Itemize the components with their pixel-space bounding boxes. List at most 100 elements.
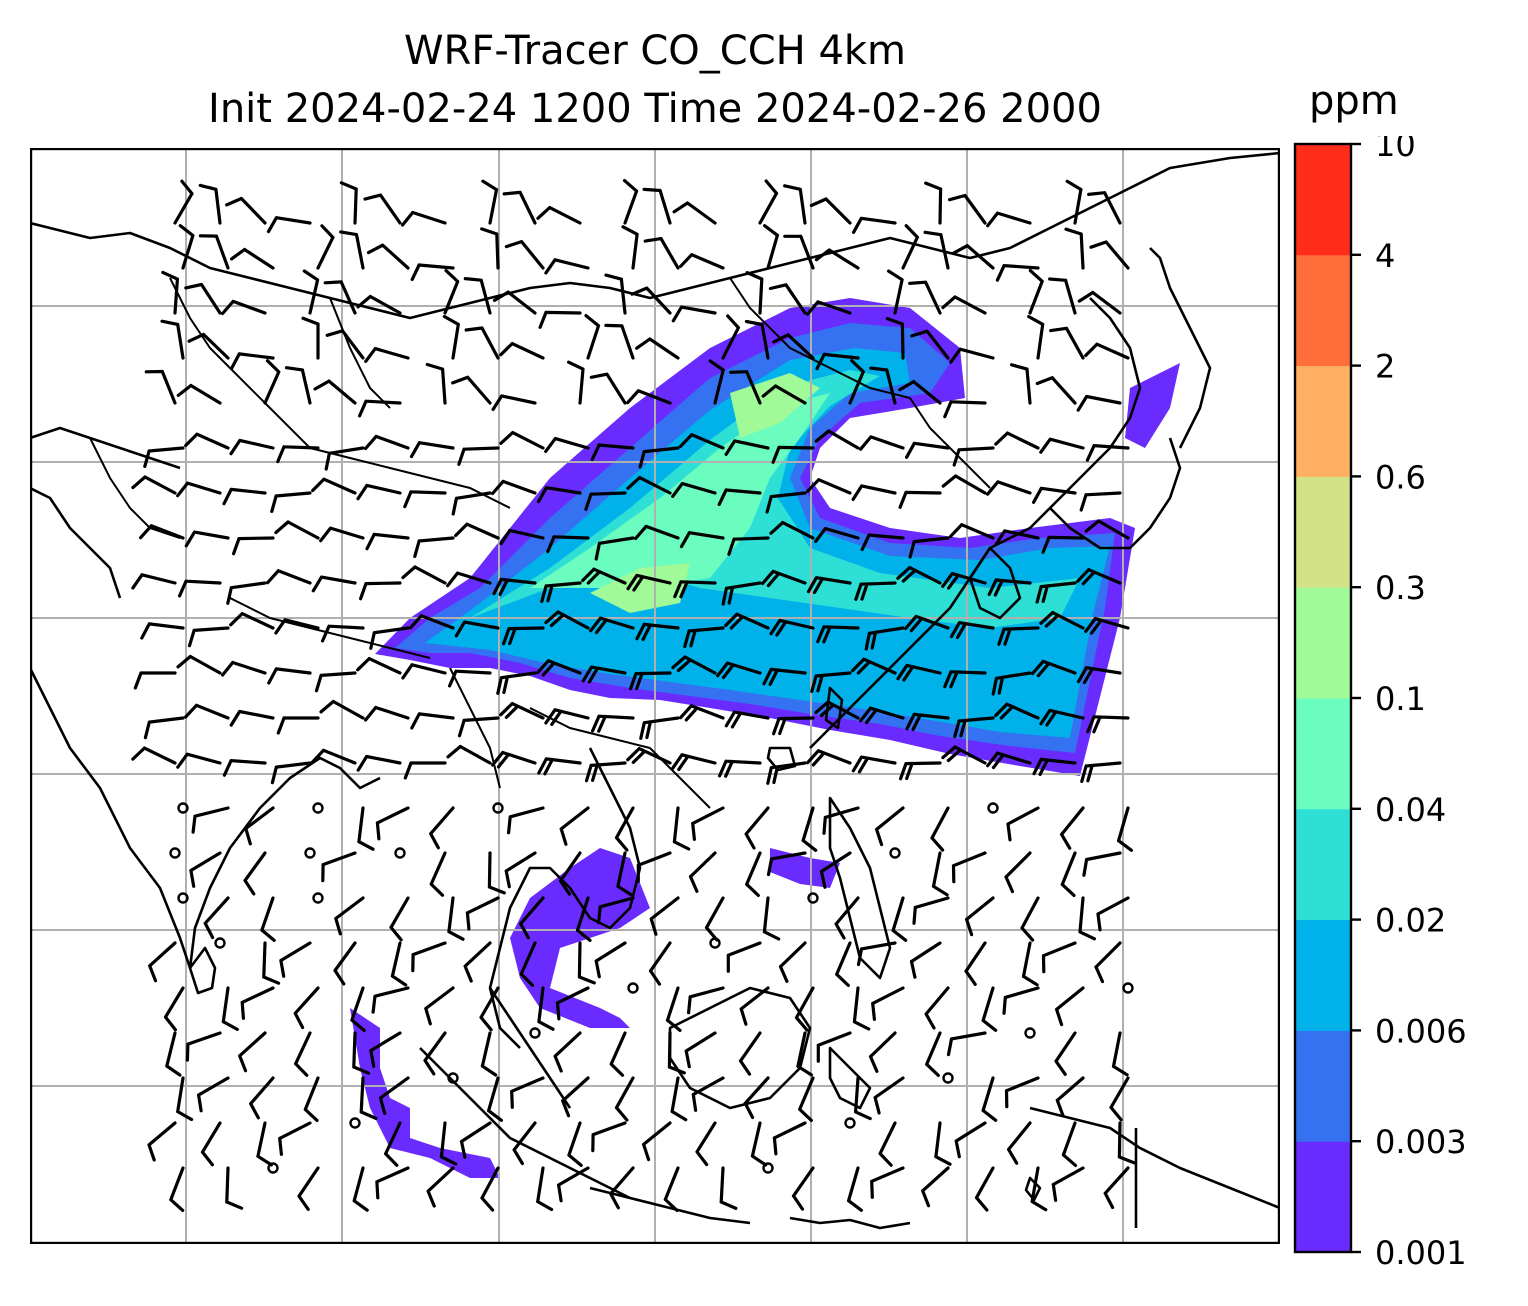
wind-barb (375, 1166, 410, 1200)
wind-barb (679, 433, 725, 450)
wind-barb (814, 527, 860, 543)
wind-barb (447, 896, 465, 941)
colorbar-segment (1295, 365, 1351, 477)
wind-barb (994, 702, 1040, 720)
wind-barb (806, 576, 852, 595)
wind-barb (423, 1031, 447, 1076)
wind-barb (510, 1076, 545, 1109)
wind-barb (1096, 896, 1130, 932)
wind-barb (765, 491, 807, 514)
wind-barb (671, 753, 717, 771)
wind-barb (512, 1121, 537, 1166)
calm-marker (267, 1162, 279, 1174)
wind-barb (496, 671, 537, 695)
wind-barb (1060, 806, 1085, 850)
wind-barb (302, 269, 320, 315)
wind-barb (671, 482, 717, 498)
wind-barb (225, 1166, 244, 1210)
wind-barb (891, 896, 908, 942)
wind-barb (499, 702, 545, 720)
chart-title-line2: Init 2024-02-24 1200 Time 2024-02-26 200… (208, 86, 1102, 132)
wind-barb (339, 230, 365, 270)
wind-barb (424, 986, 455, 1026)
wind-barb (925, 1031, 942, 1077)
wind-barb (604, 323, 635, 360)
wind-barb (604, 273, 627, 315)
wind-barb (854, 1076, 872, 1121)
wind-barb (814, 248, 860, 270)
wind-barb (822, 806, 860, 835)
wind-barb (410, 263, 455, 281)
colorbar-segment (1295, 476, 1351, 588)
wind-barb (594, 536, 635, 561)
wind-barb (750, 1121, 768, 1167)
wind-barb (931, 851, 949, 897)
wind-barb (943, 670, 987, 689)
wind-barb (1039, 611, 1085, 630)
wind-barb (1039, 708, 1085, 727)
wind-barb (642, 1121, 672, 1162)
wind-barb (390, 941, 408, 987)
wind-barb (303, 1076, 320, 1122)
map-frame (30, 148, 1280, 1244)
wind-barb (553, 1031, 582, 1073)
colorbar-tick-label: 0.006 (1375, 1012, 1467, 1050)
wind-barb (161, 270, 179, 315)
wind-barb (691, 806, 725, 841)
wind-barb (766, 761, 807, 785)
wind-barb (173, 179, 194, 225)
colorbar: 0.001 0.003 0.006 0.02 0.04 0.1 0.3 0.6 2 4 10 (1293, 136, 1467, 1272)
wind-barb (229, 612, 275, 630)
wind-barb (794, 986, 815, 1032)
wind-barb (954, 1121, 987, 1159)
wind-barb (687, 986, 725, 1015)
wind-barb (667, 1031, 686, 1075)
wind-barb (232, 536, 275, 556)
wind-barb (260, 896, 276, 942)
wind-barb (724, 710, 770, 729)
wind-barb (873, 1076, 905, 1115)
wind-barb (908, 536, 950, 559)
wind-barb (187, 332, 230, 360)
wind-barb (131, 573, 177, 590)
wind-barb (321, 851, 357, 883)
wind-barb (679, 704, 725, 722)
wind-barb (1028, 269, 1044, 315)
wind-barb (169, 1166, 185, 1212)
calm-marker (807, 892, 819, 904)
wind-barb (673, 580, 717, 599)
wind-barb (537, 986, 555, 1031)
wind-barb (301, 316, 320, 360)
wind-barb (1109, 1076, 1130, 1122)
wind-barb (594, 941, 627, 979)
wind-barb (284, 366, 312, 405)
wind-barb (439, 1121, 458, 1166)
wind-barb (324, 446, 365, 471)
calm-marker (627, 982, 639, 994)
wind-barb (948, 193, 987, 225)
wind-barb (635, 622, 680, 641)
wind-barb (147, 1121, 177, 1162)
wind-barb (1076, 568, 1122, 586)
wind-barb (555, 986, 590, 1021)
wind-barb (1035, 581, 1077, 604)
wind-barb (229, 709, 275, 727)
wind-barb (429, 851, 447, 897)
wind-barb (519, 896, 545, 940)
wind-barb (451, 375, 492, 405)
wind-barb (544, 610, 590, 630)
wind-barb (369, 626, 410, 650)
wind-barb (739, 986, 770, 1026)
wind-barb (409, 441, 455, 459)
colorbar-segment (1295, 587, 1351, 699)
wind-barb (537, 757, 582, 776)
wind-barb (230, 247, 275, 270)
wind-barb (721, 581, 762, 606)
wind-barb (771, 445, 815, 464)
wind-barb (359, 581, 402, 601)
wind-barb (371, 986, 410, 1014)
wind-barb (144, 369, 177, 405)
wind-barb (810, 671, 852, 693)
wind-barb (325, 329, 365, 360)
wind-barb (358, 399, 402, 418)
